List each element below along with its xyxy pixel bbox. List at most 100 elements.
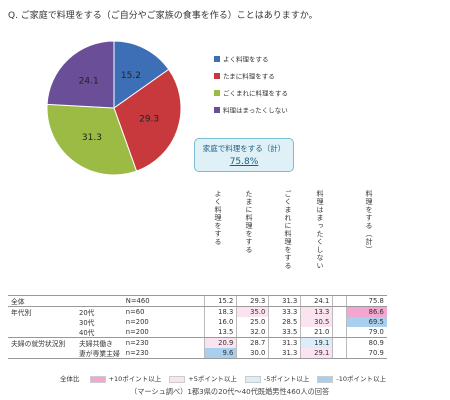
pie-slice-0 <box>113 40 170 109</box>
cell-total: 80.9 <box>346 337 387 348</box>
highlight-legend: 全体比 +10ポイント以上 +5ポイント以上 -5ポイント以上 -10ポイント以上 <box>60 373 386 383</box>
row-sub-label: 30代 <box>79 319 95 327</box>
row-sample-size: n=200 <box>125 318 149 326</box>
cell-value-3: 29.1 <box>300 348 333 359</box>
cell-value-1: 29.3 <box>236 295 269 307</box>
pie-slice-label-3: 24.1 <box>79 77 99 87</box>
cell-value-1: 35.0 <box>236 306 269 317</box>
summary-label: 家庭で料理をする（計） <box>202 144 286 153</box>
table-header-often: よく料理をする <box>214 190 222 246</box>
cell-gap <box>332 295 347 307</box>
row-sample-size: n=230 <box>122 337 205 348</box>
table-header-rarely: ごくまれに料理をする <box>284 190 292 270</box>
cell-value-1: 28.7 <box>236 337 269 348</box>
highlight-swatch-2 <box>244 375 261 383</box>
cell-value-2: 31.3 <box>268 348 301 359</box>
highlight-label-3: -10ポイント以上 <box>336 375 386 383</box>
summary-value: 75.8% <box>229 157 259 167</box>
cell-value-2: 33.5 <box>268 327 301 338</box>
cell-gap <box>332 306 347 317</box>
cell-value-0: 20.9 <box>204 337 237 348</box>
cell-value-3: 13.3 <box>300 306 333 317</box>
highlight-label-0: +10ポイント以上 <box>108 375 162 383</box>
highlight-label-1: +5ポイント以上 <box>188 375 237 383</box>
cell-value-0: 9.6 <box>204 348 237 359</box>
row-sub-label: 妻が専業主婦 <box>76 348 123 359</box>
row-group-label: 夫婦の就労状況別 <box>8 337 76 348</box>
row-group-label <box>8 317 76 327</box>
row-sub-label <box>76 295 123 307</box>
highlight-swatch-0 <box>89 375 106 383</box>
pie-slice-1 <box>113 68 182 172</box>
cell-total: 70.9 <box>346 348 387 359</box>
cell-value-0: 16.0 <box>204 317 237 327</box>
row-sub-label: 40代 <box>76 327 123 338</box>
legend-swatch-1 <box>214 73 220 79</box>
cell-gap <box>332 348 347 359</box>
legend-label-3: 料理はまったくしない <box>223 106 288 115</box>
cell-value-0: 18.3 <box>204 306 237 317</box>
cell-value-2: 31.3 <box>268 295 301 307</box>
cell-value-0: 15.2 <box>204 295 237 307</box>
highlight-label-2: -5ポイント以上 <box>263 375 310 383</box>
highlight-legend-title: 全体比 <box>60 375 80 383</box>
pie-slice-3 <box>46 40 115 109</box>
cell-total: 79.0 <box>346 327 387 338</box>
data-table: 全体 N=460 15.2 29.3 31.3 24.1 75.8 年代別 20代 n=60 18.… <box>8 295 387 359</box>
cell-value-3: 21.0 <box>300 327 333 338</box>
cell-gap <box>332 337 347 348</box>
row-sample-size: n=230 <box>122 348 205 359</box>
question-text: Q. ご家庭で料理をする（ご自分やご家族の食事を作る）ことはありますか。 <box>8 11 318 21</box>
row-sample-size: n=200 <box>122 327 205 338</box>
footnote: （マーシュ調べ）1都3県の20代〜40代既婚男性460人の回答 <box>130 387 330 396</box>
cell-value-1: 30.0 <box>236 348 269 359</box>
pie-slice-labels: 15.2 29.3 31.3 24.1 <box>79 71 160 143</box>
pie-chart: 15.2 29.3 31.3 24.1 よく料理をするたまに料理をするごくまれに料理を… <box>46 40 288 176</box>
cell-value-0: 13.5 <box>204 327 237 338</box>
row-group-label: 全体 <box>8 295 76 307</box>
highlight-swatch-3 <box>317 375 334 383</box>
cell-gap <box>332 327 347 338</box>
table-row: 年代別 20代 n=60 18.3 35.0 33.3 13.3 86.6 <box>8 306 387 317</box>
row-sub-label: 夫婦共働き <box>76 337 123 348</box>
cell-value-3: 30.5 <box>300 317 333 327</box>
cell-value-3: 24.1 <box>300 295 333 307</box>
cell-value-3: 19.1 <box>300 337 333 348</box>
row-group-label: 年代別 <box>8 306 76 317</box>
cell-value-1: 25.0 <box>236 317 269 327</box>
table-row: 妻が専業主婦 n=230 9.6 30.0 31.3 29.1 70.9 <box>8 348 387 359</box>
table-header-total: 料理をする（計） <box>365 190 373 254</box>
row-group-label <box>8 348 76 359</box>
cell-total: 75.8 <box>346 295 387 307</box>
legend-swatch-2 <box>214 90 220 96</box>
pie-slice-label-2: 31.3 <box>82 133 102 143</box>
table-header-never: 料理はまったくしない <box>316 190 324 270</box>
pie-slices <box>46 40 182 176</box>
legend-label-0: よく料理をする <box>223 55 269 64</box>
row-sample-size: n=60 <box>122 306 205 317</box>
pie-slice-label-0: 15.2 <box>121 71 141 81</box>
legend-swatch-3 <box>214 107 220 113</box>
highlight-swatch-1 <box>169 375 186 383</box>
cell-gap <box>332 317 347 327</box>
cell-value-2: 28.5 <box>268 317 301 327</box>
legend-label-2: ごくまれに料理をする <box>223 89 288 98</box>
summary-box: 家庭で料理をする（計） 75.8% <box>194 138 294 172</box>
table-row: 全体 N=460 15.2 29.3 31.3 24.1 75.8 <box>8 295 387 307</box>
table-row: 30代 n=200 16.0 25.0 28.5 30.5 69.5 <box>8 317 387 327</box>
cell-total: 69.5 <box>346 317 387 327</box>
legend-label-1: たまに料理をする <box>223 72 275 81</box>
legend-swatch-0 <box>214 56 220 62</box>
cell-value-2: 33.3 <box>268 306 301 317</box>
row-sample-size: N=460 <box>122 295 205 307</box>
table-row: 夫婦の就労状況別 夫婦共働き n=230 20.9 28.7 31.3 19.1 80.9 <box>8 337 387 348</box>
pie-slice-label-1: 29.3 <box>139 115 159 125</box>
cell-value-2: 31.3 <box>268 337 301 348</box>
cell-value-1: 32.0 <box>236 327 269 338</box>
row-group-label <box>8 327 76 338</box>
table-header-sometimes: たまに料理をする <box>245 190 253 254</box>
table-row: 40代 n=200 13.5 32.0 33.5 21.0 79.0 <box>8 327 387 338</box>
pie-slice-2 <box>46 103 138 176</box>
cell-total: 86.6 <box>346 306 387 317</box>
